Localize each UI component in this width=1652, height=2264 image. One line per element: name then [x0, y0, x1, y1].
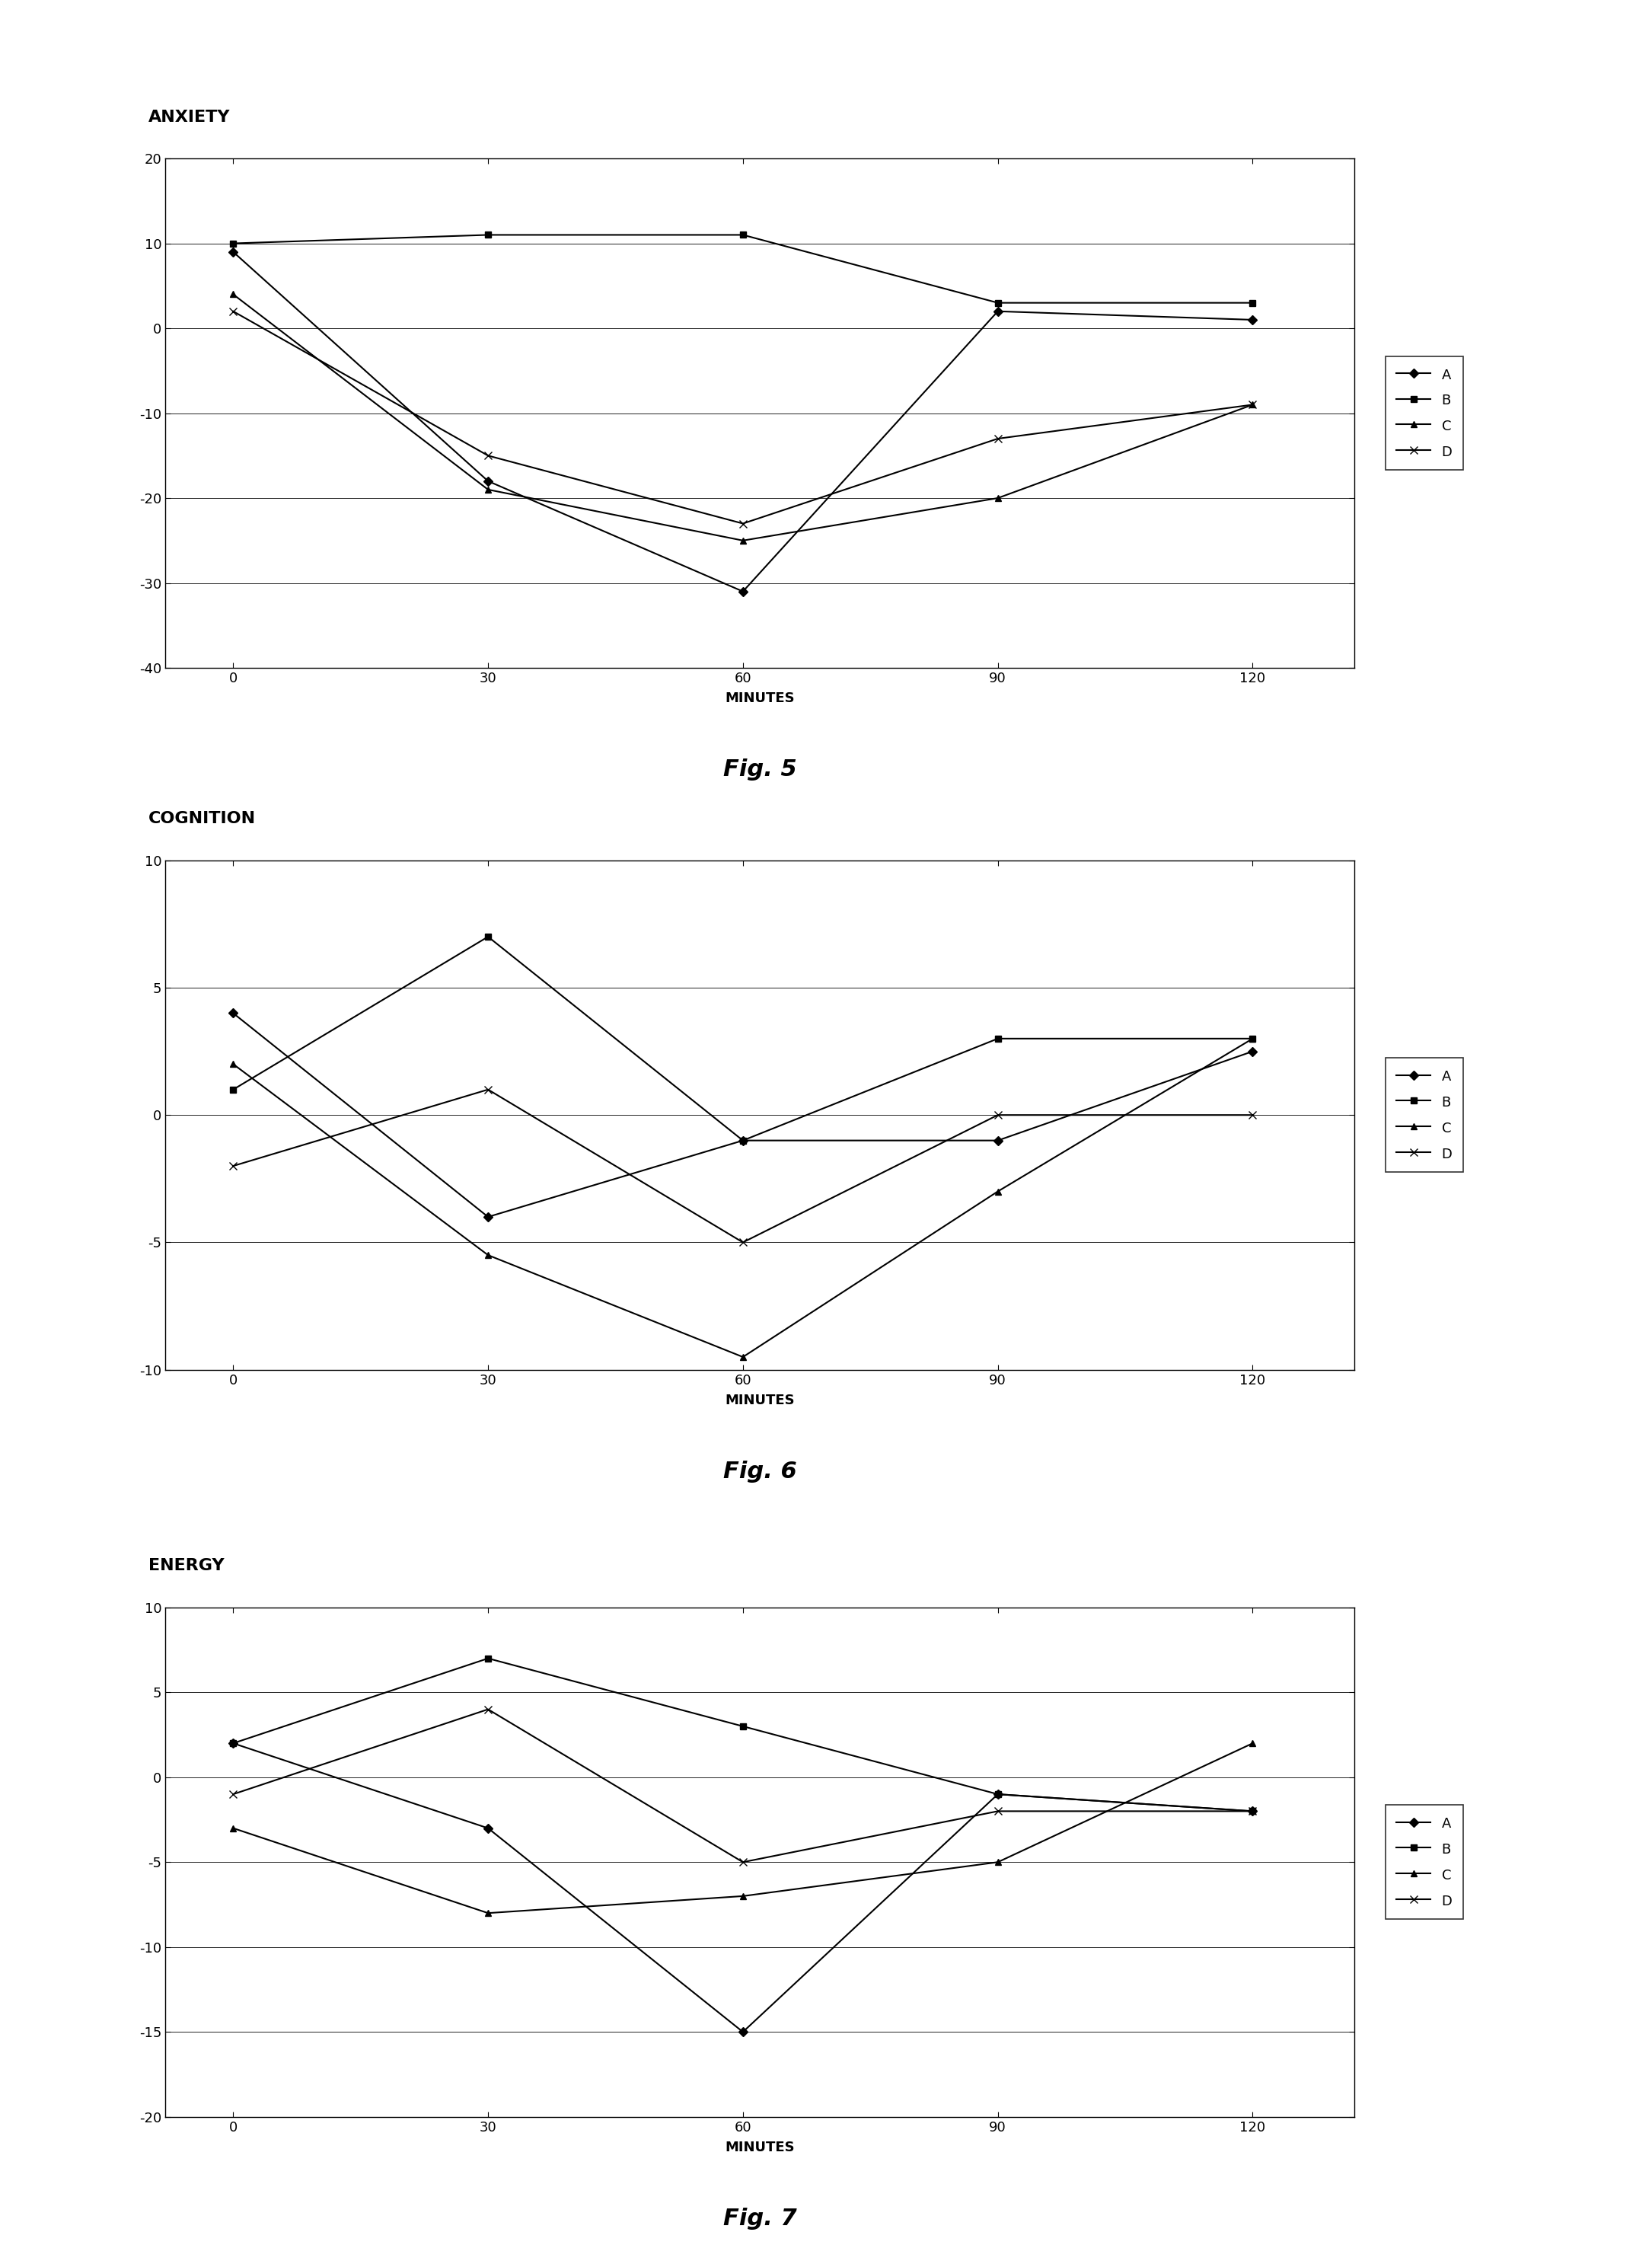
Line: A: A [230, 1010, 1256, 1220]
B [733, 222, 753, 249]
D [1242, 1798, 1262, 1825]
Line: A: A [230, 1741, 1256, 2035]
C [733, 1343, 753, 1370]
Line: D: D [230, 1705, 1257, 1866]
Text: COGNITION: COGNITION [149, 811, 256, 826]
A [1242, 1037, 1262, 1064]
B [223, 229, 243, 256]
A [733, 577, 753, 604]
D [223, 297, 243, 324]
C [988, 1847, 1008, 1875]
B [733, 1127, 753, 1155]
C [477, 1899, 497, 1927]
A [223, 1730, 243, 1757]
Line: C: C [230, 1741, 1256, 1915]
Line: C: C [230, 1035, 1256, 1361]
Line: B: B [230, 1655, 1256, 1813]
Line: B: B [230, 231, 1256, 306]
Line: D: D [230, 308, 1257, 528]
B [733, 1712, 753, 1739]
Text: Fig. 6: Fig. 6 [724, 1460, 796, 1483]
A [988, 297, 1008, 324]
C [477, 475, 497, 503]
C [733, 528, 753, 555]
B [988, 290, 1008, 317]
A [1242, 1798, 1262, 1825]
A [223, 998, 243, 1026]
D [1242, 1100, 1262, 1127]
C [477, 1241, 497, 1268]
A [477, 469, 497, 496]
B [1242, 1798, 1262, 1825]
D [733, 1847, 753, 1875]
D [988, 1100, 1008, 1127]
C [1242, 1730, 1262, 1757]
B [477, 1644, 497, 1671]
Legend: A, B, C, D: A, B, C, D [1386, 1804, 1464, 1920]
Legend: A, B, C, D: A, B, C, D [1386, 355, 1464, 471]
A [223, 238, 243, 265]
C [988, 484, 1008, 512]
D [477, 1696, 497, 1723]
A [477, 1816, 497, 1843]
A [988, 1127, 1008, 1155]
X-axis label: MINUTES: MINUTES [725, 691, 795, 706]
B [1242, 290, 1262, 317]
D [733, 1229, 753, 1257]
B [988, 1026, 1008, 1053]
C [223, 281, 243, 308]
D [988, 426, 1008, 453]
Text: Fig. 5: Fig. 5 [724, 758, 796, 781]
A [477, 1204, 497, 1232]
C [733, 1881, 753, 1909]
D [223, 1780, 243, 1807]
D [223, 1152, 243, 1180]
A [733, 2019, 753, 2047]
B [477, 222, 497, 249]
B [223, 1730, 243, 1757]
Text: Fig. 7: Fig. 7 [724, 2207, 796, 2230]
Text: ENERGY: ENERGY [149, 1558, 225, 1573]
B [223, 1075, 243, 1103]
A [1242, 306, 1262, 333]
D [988, 1798, 1008, 1825]
C [1242, 392, 1262, 419]
Line: D: D [230, 1087, 1257, 1245]
C [223, 1050, 243, 1078]
Line: C: C [230, 292, 1256, 543]
D [1242, 392, 1262, 419]
X-axis label: MINUTES: MINUTES [725, 2139, 795, 2155]
C [988, 1177, 1008, 1204]
Line: A: A [230, 249, 1256, 595]
D [733, 509, 753, 537]
C [223, 1816, 243, 1843]
B [1242, 1026, 1262, 1053]
D [477, 441, 497, 469]
X-axis label: MINUTES: MINUTES [725, 1392, 795, 1408]
B [988, 1780, 1008, 1807]
Text: ANXIETY: ANXIETY [149, 109, 231, 125]
A [733, 1127, 753, 1155]
B [477, 924, 497, 951]
D [477, 1075, 497, 1103]
Legend: A, B, C, D: A, B, C, D [1386, 1057, 1464, 1173]
C [1242, 1026, 1262, 1053]
Line: B: B [230, 933, 1256, 1143]
A [988, 1780, 1008, 1807]
